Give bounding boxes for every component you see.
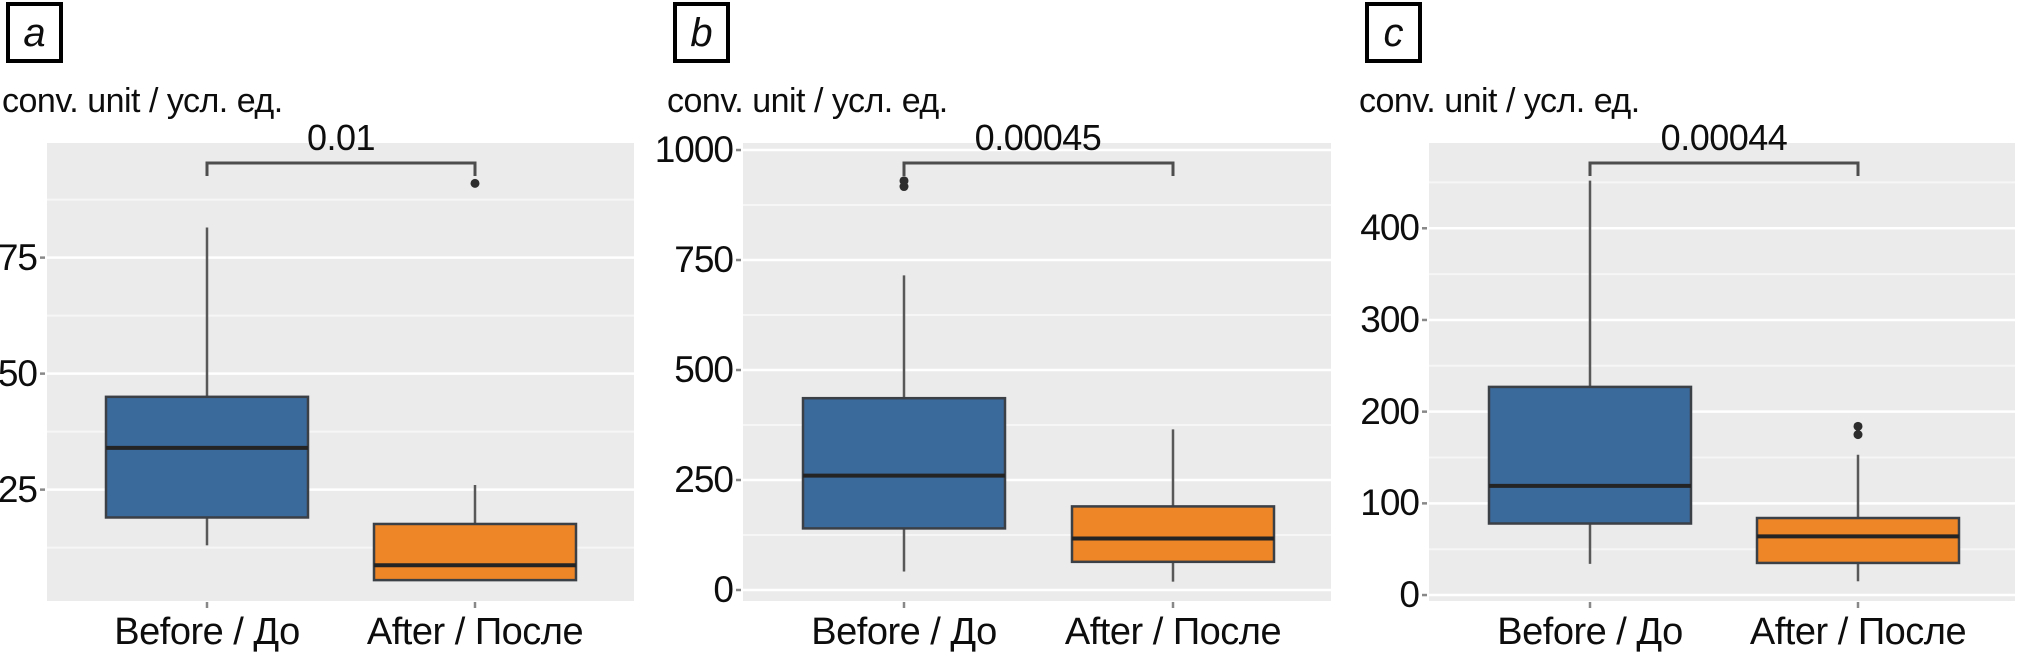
box-before [1487,385,1693,525]
y-tick-label: 100 [1360,482,1420,524]
x-category-label-after-a: After / После [366,611,584,653]
y-tick-label: 25 [0,468,38,510]
x-category-label-after-c: After / После [1749,611,1967,653]
box-before [801,396,1007,530]
p-value-label-a: 0.01 [306,117,376,158]
x-category-label-before-c: Before / До [1497,611,1683,653]
y-tick-label: 400 [1360,207,1420,249]
panel-b-letter-box: b [673,2,730,63]
outlier-dot [1853,430,1863,440]
y-tick-label: 1000 [654,129,734,171]
y-tick-label: 0 [713,569,734,610]
p-value-label-c: 0.00044 [1660,117,1788,158]
significance-bracket [902,161,1175,176]
y-tick-label: 50 [0,352,38,394]
panel-c-letter: c [1383,10,1404,55]
box-before [104,395,310,519]
p-value-label-b: 0.00045 [974,117,1102,158]
y-tick-label: 0 [1399,574,1420,616]
outlier-dot [470,178,480,188]
outlier-dot [1853,421,1863,431]
y-tick-label: 75 [0,236,38,278]
x-category-label-before-a: Before / До [114,611,300,653]
y-axis-title-b: conv. unit / усл. ед. [667,82,948,120]
y-axis-title-c: conv. unit / усл. ед. [1359,82,1640,120]
panel-c-letter-box: c [1365,2,1422,63]
y-tick-label: 300 [1360,298,1420,340]
panel-a-letter-box: a [6,2,63,63]
x-category-label-after-b: After / После [1064,611,1282,653]
significance-bracket [205,161,477,176]
y-axis-title-a: conv. unit / усл. ед. [2,82,283,120]
y-tick-label: 250 [674,459,734,500]
outlier-dot [899,176,909,186]
panel-b-letter: b [690,10,713,55]
y-tick-label: 500 [674,349,734,391]
panel-a-letter: a [23,10,46,55]
significance-bracket [1588,161,1860,176]
box-after [1755,516,1961,565]
y-tick-label: 200 [1360,390,1420,432]
box-after [372,522,578,582]
x-category-label-before-b: Before / До [811,611,997,653]
box-after [1070,505,1276,564]
y-tick-label: 750 [674,239,734,281]
